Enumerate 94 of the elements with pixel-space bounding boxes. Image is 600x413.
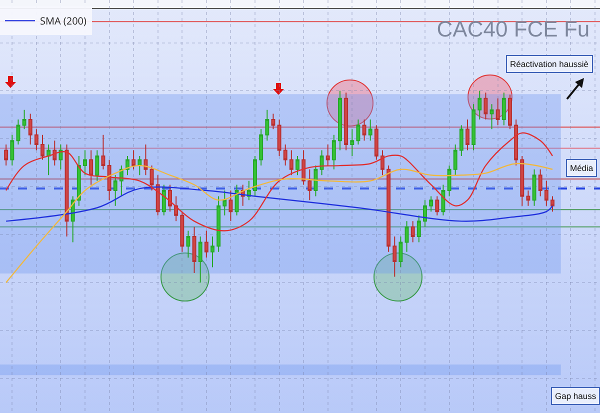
candlestick [34, 128, 38, 151]
candlestick [398, 236, 403, 268]
candlestick [216, 196, 221, 252]
candlestick [508, 94, 512, 130]
candlestick [210, 236, 214, 268]
candlestick [228, 190, 233, 222]
candlestick [416, 214, 421, 243]
candlestick [410, 220, 415, 243]
candlestick [550, 196, 554, 212]
candlestick [526, 190, 530, 206]
candlestick [271, 113, 276, 130]
candlestick [441, 184, 446, 216]
candlestick [76, 155, 81, 206]
candlestick [338, 90, 342, 151]
candlestick [95, 150, 100, 182]
candlestick [496, 98, 500, 126]
candlestick [435, 196, 440, 216]
candlestick [4, 144, 8, 166]
candlestick [459, 124, 464, 156]
candlestick [253, 155, 257, 197]
candlestick [362, 119, 366, 142]
candlestick [168, 184, 172, 212]
candlestick [453, 144, 458, 176]
candlestick [89, 150, 94, 186]
candlestick [344, 92, 348, 151]
candlestick [332, 134, 336, 170]
candlestick [350, 128, 354, 156]
candlestick [404, 220, 409, 252]
candlestick [83, 150, 87, 176]
candlestick [150, 165, 154, 191]
candlestick [16, 119, 20, 145]
candlestick [326, 144, 330, 166]
text: Réactivation haussiè [510, 59, 589, 69]
candlestick [204, 230, 208, 258]
candlestick [259, 128, 264, 166]
candlestick [538, 168, 542, 197]
candlestick [113, 174, 118, 206]
candlestick [478, 90, 482, 120]
candlestick [392, 236, 397, 278]
candlestick [368, 119, 372, 142]
text: Gap hauss [555, 391, 596, 401]
candlestick [126, 155, 130, 176]
candlestick [265, 109, 270, 142]
candlestick [28, 113, 32, 145]
candlestick [222, 190, 227, 216]
candlestick [308, 168, 312, 201]
candlestick [289, 150, 294, 176]
candlestick [374, 124, 378, 160]
legend-label: SMA (200) [40, 14, 86, 28]
candlestick [192, 226, 196, 274]
candlestick [138, 155, 142, 176]
candlestick [101, 134, 106, 170]
candlestick [22, 109, 26, 130]
candlestick [46, 144, 51, 176]
candlestick [320, 150, 324, 176]
candlestick [52, 140, 57, 166]
candlestick [70, 196, 75, 243]
candlestick [532, 168, 536, 206]
candlestick [198, 236, 202, 284]
candlestick [58, 144, 63, 170]
text: Média [570, 163, 594, 173]
candlestick [423, 200, 427, 228]
candlestick [380, 150, 384, 176]
candlestick [302, 150, 306, 186]
candlestick [502, 92, 506, 126]
candlestick [234, 184, 239, 216]
candlestick [277, 119, 282, 156]
candlestick [296, 155, 300, 176]
candlestick [447, 165, 452, 197]
candlestick [490, 104, 494, 130]
candlestick [156, 174, 160, 216]
candlestick [356, 119, 360, 145]
candlestick [107, 159, 112, 201]
candlestick [314, 165, 318, 197]
candlestick [144, 144, 148, 176]
candlestick [484, 92, 488, 120]
candlestick [186, 230, 190, 258]
candlestick [180, 211, 184, 252]
candlestick [10, 134, 14, 166]
candlestick [514, 119, 518, 166]
candlestick [466, 119, 470, 151]
candlestick [386, 165, 391, 252]
candlestick [520, 155, 524, 206]
candlestick [544, 180, 548, 206]
candlestick [132, 150, 136, 170]
candlestick [472, 104, 476, 151]
candlestick [40, 134, 44, 160]
candlestick [162, 184, 166, 216]
candlestick [246, 180, 251, 201]
chart-title: CAC40 FCE Fu [436, 16, 590, 42]
candlestick [64, 144, 69, 238]
candlestick [429, 196, 434, 212]
candlestick [174, 196, 178, 222]
candlestick [283, 144, 288, 166]
